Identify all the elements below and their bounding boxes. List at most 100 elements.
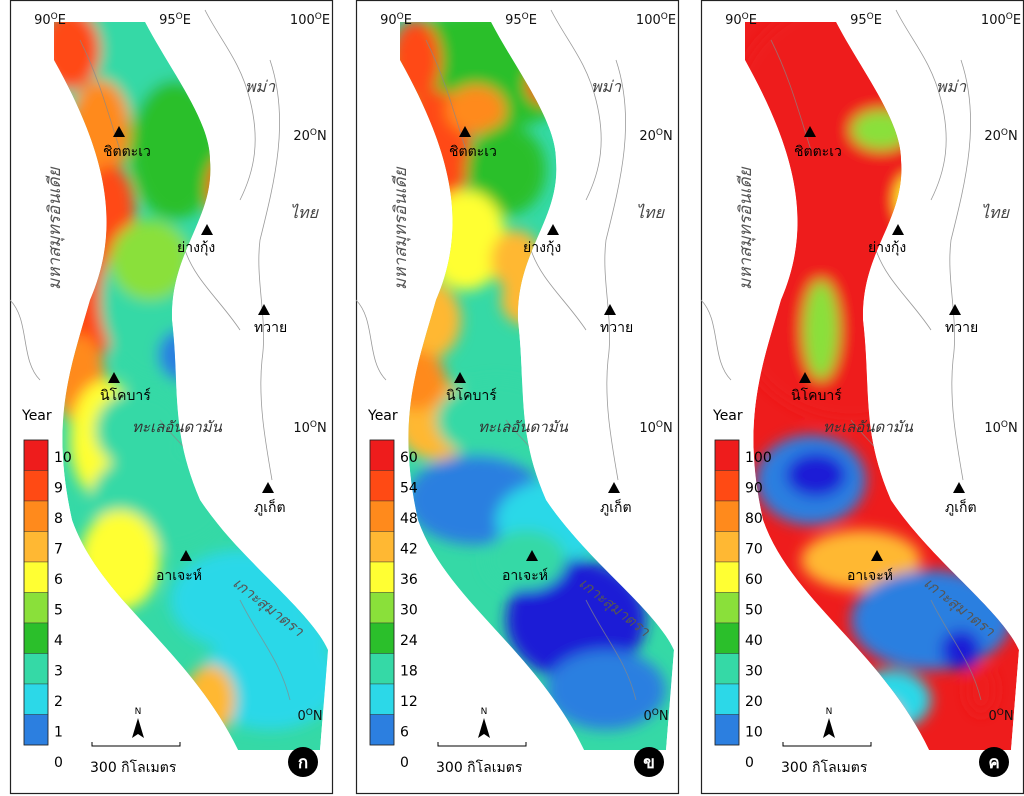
triangle-icon: [604, 304, 616, 315]
country-label-thailand: ไทย: [981, 203, 1011, 222]
legend-tick-label: 40: [745, 633, 763, 649]
city-marker: ภูเก็ต: [945, 482, 977, 516]
contour-region: [966, 665, 996, 715]
legend-border: [714, 439, 740, 746]
panel-badge-label: ก: [298, 753, 308, 773]
city-label: ย่างกุ้ง: [868, 240, 906, 256]
legend-swatch: [714, 561, 740, 593]
legend-border: [23, 439, 49, 746]
city-marker: ชิตตะเว: [794, 126, 842, 160]
legend-tick-label: 1: [54, 725, 63, 741]
city-marker: ชิตตะเว: [449, 126, 497, 160]
legend-swatch: [23, 683, 49, 715]
ocean-label: มหาสมุทรอินเดีย: [391, 166, 411, 290]
legend-swatch: [369, 439, 395, 471]
legend-swatch: [23, 439, 49, 471]
scale-bar-line: [782, 742, 872, 747]
longitude-label: 95OE: [505, 12, 537, 28]
legend-tick-label: 48: [400, 511, 418, 527]
north-arrow-icon: [478, 718, 490, 738]
legend-tick-label: 5: [54, 603, 63, 619]
coastline: [604, 59, 627, 481]
legend-swatch: [369, 470, 395, 502]
city-marker: ภูเก็ต: [254, 482, 286, 516]
coastline: [895, 9, 947, 201]
city-label: ย่างกุ้ง: [177, 240, 215, 256]
legend-swatch: [23, 561, 49, 593]
ocean-label: มหาสมุทรอินเดีย: [736, 166, 756, 290]
city-marker: ทวาย: [945, 304, 978, 336]
legend-swatch: [369, 683, 395, 715]
sea-label: ทะเลอันดามัน: [132, 418, 223, 436]
legend-swatch: [714, 653, 740, 685]
north-arrow-label: N: [135, 707, 142, 717]
legend-swatch: [714, 592, 740, 624]
contour-region: [110, 220, 190, 300]
panel-badge: ก: [288, 747, 318, 777]
legend-border: [369, 439, 395, 746]
triangle-icon: [526, 550, 538, 561]
latitude-label: 10ON: [984, 420, 1017, 436]
legend-tick-label: 70: [745, 542, 763, 558]
latitude-label: 10ON: [639, 420, 672, 436]
legend-tick-label: 10: [54, 450, 72, 466]
panel-badge-label: ค: [988, 753, 999, 773]
legend-tick-label: 6: [54, 572, 63, 588]
city-label: อาเจะห์: [156, 567, 202, 584]
contour-region: [486, 530, 566, 590]
contour-region: [250, 610, 328, 670]
city-label: ทวาย: [945, 320, 978, 336]
contour-region: [95, 390, 185, 470]
legend-tick-label: 6: [400, 725, 409, 741]
legend-tick-label: 0: [400, 755, 409, 771]
coastline: [9, 299, 41, 381]
panel-badge-circle: [634, 747, 664, 777]
triangle-icon: [547, 224, 559, 235]
legend-tick-label: 60: [745, 572, 763, 588]
city-marker: นิโคบาร์: [100, 372, 151, 404]
legend-tick-label: 2: [54, 694, 63, 710]
legend-tick-label: 80: [745, 511, 763, 527]
triangle-icon: [953, 482, 965, 493]
coastline: [700, 299, 732, 381]
legend-swatch: [714, 531, 740, 563]
triangle-icon: [804, 126, 816, 137]
contour-region: [506, 560, 646, 680]
longitude-label: 100OE: [636, 12, 676, 28]
legend-tick-label: 12: [400, 694, 418, 710]
country-label-myanmar: พม่า: [936, 77, 967, 96]
legend-tick-label: 0: [54, 755, 63, 771]
north-arrow: N: [132, 707, 144, 738]
city-label: ทวาย: [600, 320, 633, 336]
legend-tick-label: 4: [54, 633, 63, 649]
triangle-icon: [108, 372, 120, 383]
north-arrow: N: [478, 707, 490, 738]
triangle-icon: [459, 126, 471, 137]
city-marker: อาเจะห์: [502, 550, 548, 584]
legend-swatch: [369, 622, 395, 654]
city-marker: นิโคบาร์: [446, 372, 497, 404]
city-label: ภูเก็ต: [254, 498, 286, 516]
longitude-label: 90OE: [34, 12, 66, 28]
coastline: [258, 59, 281, 481]
city-marker: ย่างกุ้ง: [177, 224, 215, 256]
legend-swatch: [23, 622, 49, 654]
scale-bar-label: 300 กิโลเมตร: [436, 759, 523, 776]
panel-badge-circle: [288, 747, 318, 777]
contour-region: [803, 280, 839, 380]
city-label: ย่างกุ้ง: [523, 240, 561, 256]
legend-title: Year: [21, 408, 52, 424]
legend-tick-label: 60: [400, 450, 418, 466]
legend-tick-label: 9: [54, 481, 63, 497]
contour-region: [801, 530, 921, 590]
legend-swatch: [369, 500, 395, 532]
legend-swatch: [23, 653, 49, 685]
triangle-icon: [113, 126, 125, 137]
legend-tick-label: 18: [400, 664, 418, 680]
latitude-label: 10ON: [293, 420, 326, 436]
scale-bar: 300 กิโลเมตร: [436, 742, 527, 776]
legend-tick-label: 3: [54, 664, 63, 680]
